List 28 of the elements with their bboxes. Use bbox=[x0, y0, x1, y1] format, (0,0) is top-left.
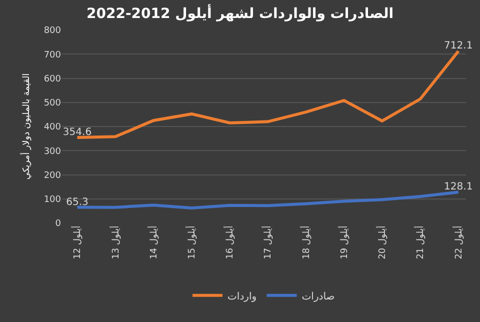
x-tick-label: 21 أيلول bbox=[414, 226, 426, 260]
y-tick-label: 300 bbox=[44, 146, 62, 157]
x-tick-label: 18 أيلول bbox=[300, 226, 312, 260]
data-label: 712.1 bbox=[444, 40, 473, 52]
y-axis-title: القيمة بالمليون دولار أمريكي bbox=[20, 73, 32, 180]
x-tick-label: 20 أيلول bbox=[376, 226, 388, 260]
y-tick-label: 500 bbox=[44, 98, 62, 109]
legend-label: صادرات bbox=[302, 291, 335, 302]
data-label: 354.6 bbox=[62, 126, 92, 138]
x-tick-label: 17 أيلول bbox=[262, 226, 274, 260]
legend-label: واردات bbox=[228, 291, 257, 302]
x-tick-label: 22 أيلول bbox=[452, 226, 464, 260]
y-tick-label: 0 bbox=[55, 219, 62, 230]
data-label: 65.3 bbox=[66, 196, 88, 208]
x-tick-label: 15 أيلول bbox=[186, 226, 198, 260]
chart-title: الصادرات والواردات لشهر أيلول 2012-2022 bbox=[86, 4, 394, 22]
y-tick-label: 200 bbox=[44, 170, 62, 181]
x-tick-label: 19 أيلول bbox=[338, 226, 350, 260]
y-tick-label: 600 bbox=[44, 74, 62, 84]
y-tick-label: 800 bbox=[44, 26, 62, 36]
x-tick-label: 12 أيلول bbox=[71, 226, 84, 260]
y-tick-label: 100 bbox=[44, 195, 62, 206]
y-tick-label: 700 bbox=[44, 50, 62, 60]
x-tick-label: 13 أيلول bbox=[109, 226, 122, 260]
x-tick-label: 14 أيلول bbox=[147, 226, 160, 260]
data-label: 128.1 bbox=[444, 182, 473, 193]
x-tick-label: 16 أيلول bbox=[224, 226, 236, 260]
y-tick-label: 400 bbox=[44, 122, 62, 133]
